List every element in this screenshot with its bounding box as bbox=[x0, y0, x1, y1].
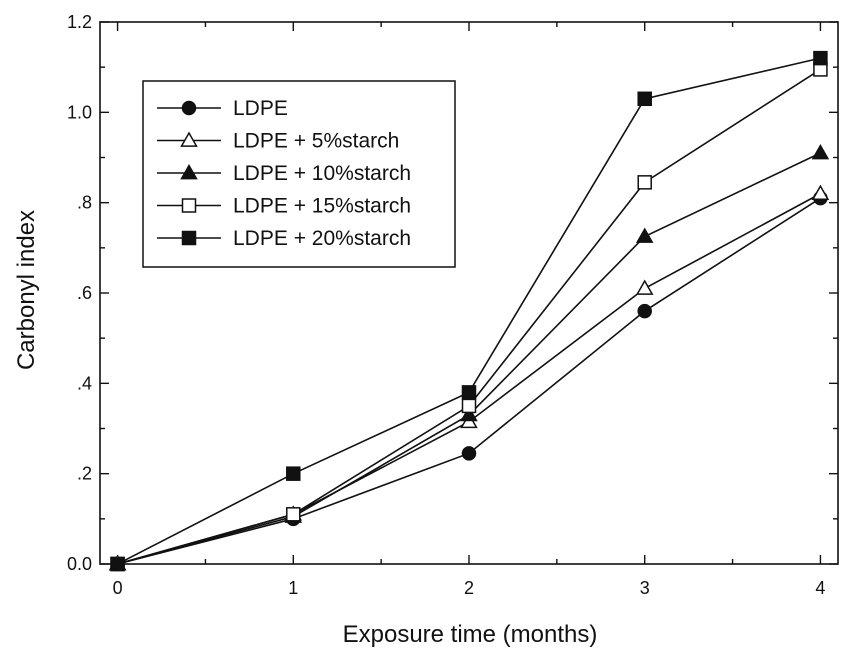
y-axis-title: Carbonyl index bbox=[13, 210, 40, 370]
legend-label: LDPE bbox=[233, 97, 288, 120]
y-tick-label: 0.0 bbox=[67, 554, 92, 574]
y-tick-label: 1.2 bbox=[67, 12, 92, 32]
legend-marker bbox=[181, 100, 197, 116]
legend-label: LDPE + 20%starch bbox=[233, 227, 411, 250]
y-tick-label: .2 bbox=[77, 464, 92, 484]
legend-label: LDPE + 10%starch bbox=[233, 162, 411, 185]
data-point-series-2 bbox=[460, 405, 478, 422]
x-tick-label: 1 bbox=[288, 578, 298, 598]
data-point-series-1 bbox=[635, 279, 654, 295]
data-point-series-3 bbox=[461, 398, 477, 414]
x-tick-label: 3 bbox=[640, 578, 650, 598]
data-point-series-4 bbox=[286, 466, 301, 481]
y-tick-label: .4 bbox=[77, 373, 92, 393]
data-point-series-4 bbox=[461, 385, 477, 400]
y-tick-label: 1.0 bbox=[67, 102, 92, 122]
data-point-series-3 bbox=[286, 507, 301, 522]
legend-marker bbox=[180, 131, 198, 147]
x-axis-title: Exposure time (months) bbox=[343, 621, 598, 648]
data-point-series-4 bbox=[813, 50, 828, 66]
data-point-series-0 bbox=[637, 303, 652, 319]
x-tick-label: 2 bbox=[464, 578, 474, 598]
data-point-series-1 bbox=[811, 184, 830, 200]
legend-label: LDPE + 15%starch bbox=[233, 195, 411, 218]
data-point-series-0 bbox=[461, 446, 477, 461]
legend-marker bbox=[180, 164, 198, 180]
data-point-series-2 bbox=[811, 143, 830, 160]
y-tick-label: .8 bbox=[77, 193, 92, 213]
x-tick-label: 4 bbox=[815, 578, 825, 598]
legend-marker bbox=[181, 198, 197, 213]
legend-label: LDPE + 5%starch bbox=[233, 130, 399, 153]
data-point-series-2 bbox=[635, 227, 654, 243]
x-tick-label: 0 bbox=[113, 578, 123, 598]
data-point-series-4 bbox=[637, 91, 652, 107]
y-tick-label: .6 bbox=[77, 283, 92, 303]
legend: LDPE LDPE + 5%starch LDPE + 10%starch LDPE … bbox=[142, 80, 456, 268]
legend-marker bbox=[181, 230, 197, 246]
data-point-series-4 bbox=[110, 556, 125, 572]
data-point-series-3 bbox=[637, 175, 652, 190]
